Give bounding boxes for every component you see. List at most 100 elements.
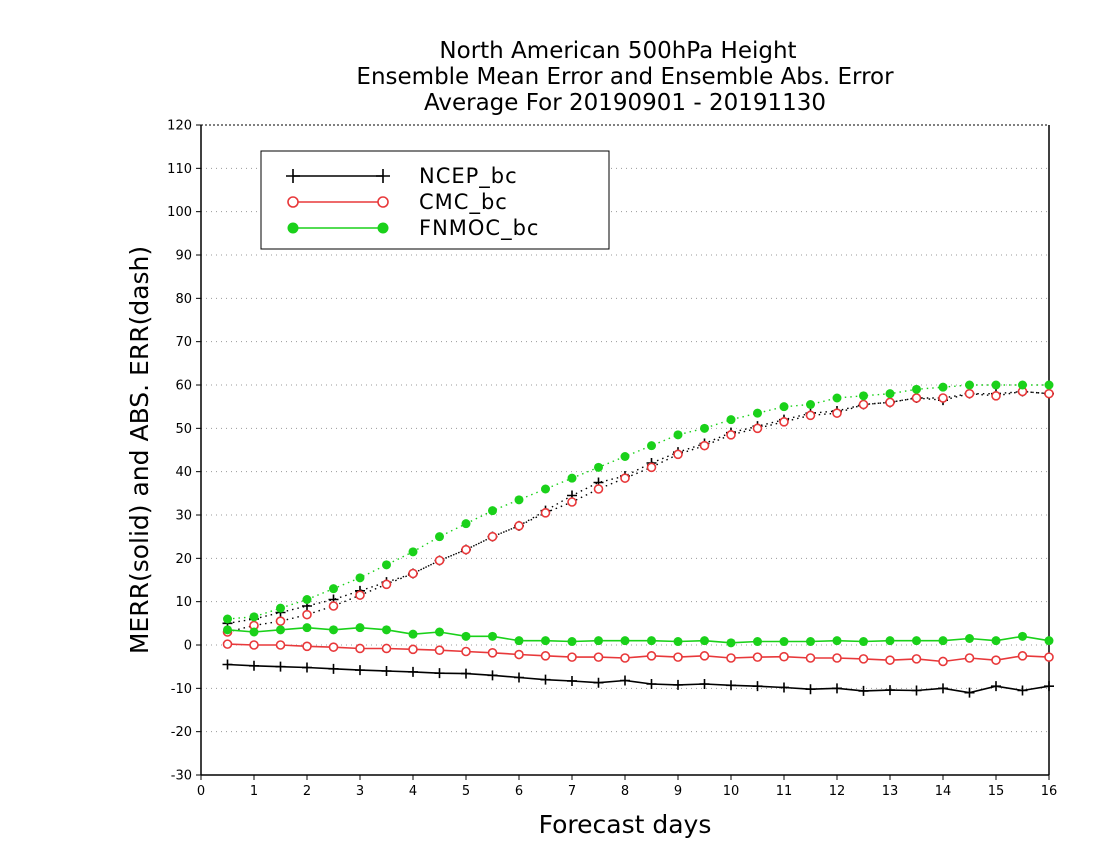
point-abs-error <box>726 415 736 425</box>
point-mean-error <box>1018 631 1027 641</box>
point-abs-error <box>567 473 577 483</box>
legend-marker <box>286 169 300 183</box>
y-tick-label: 110 <box>167 162 192 177</box>
x-tick-label: 5 <box>462 784 470 799</box>
point-mean-error <box>859 637 868 647</box>
y-tick-label: 50 <box>175 422 192 437</box>
point-mean-error <box>1044 636 1054 646</box>
point-mean-error <box>779 682 789 693</box>
point-mean-error <box>249 640 259 650</box>
point-mean-error <box>858 654 869 664</box>
point-mean-error <box>912 636 921 646</box>
point-abs-error <box>540 508 551 518</box>
point-abs-error <box>381 579 392 590</box>
point-mean-error <box>991 636 1001 646</box>
point-mean-error <box>540 651 551 661</box>
point-abs-error <box>434 555 445 566</box>
legend-label: FNMOC_bc <box>419 216 539 241</box>
point-mean-error <box>434 668 445 679</box>
point-mean-error <box>302 623 312 633</box>
x-tick-label: 4 <box>409 784 417 799</box>
point-mean-error <box>302 662 312 673</box>
point-mean-error <box>249 660 259 671</box>
point-abs-error <box>885 397 895 408</box>
point-abs-error <box>885 389 895 399</box>
point-abs-error <box>938 393 948 403</box>
point-abs-error <box>223 614 232 624</box>
series-line-abs-error <box>227 390 1050 633</box>
series-layer <box>222 380 1054 698</box>
legend-label: CMC_bc <box>419 190 508 215</box>
point-mean-error <box>752 681 763 692</box>
point-mean-error <box>699 679 710 689</box>
point-mean-error <box>938 636 948 646</box>
point-abs-error <box>620 452 630 461</box>
point-abs-error <box>752 423 763 434</box>
point-mean-error <box>832 683 842 694</box>
point-mean-error <box>726 638 736 648</box>
point-abs-error <box>461 519 471 529</box>
point-abs-error <box>1044 380 1054 390</box>
x-tick-label: 6 <box>515 784 523 799</box>
point-abs-error <box>753 408 762 418</box>
x-tick-label: 8 <box>621 784 629 799</box>
series-line-abs-error <box>227 390 1050 624</box>
point-abs-error <box>488 506 497 516</box>
legend-item-fnmoc-bc: FNMOC_bc <box>287 216 539 241</box>
point-mean-error <box>779 651 789 662</box>
point-mean-error <box>435 627 444 637</box>
legend-box <box>260 150 610 250</box>
x-tick-label: 9 <box>674 784 682 799</box>
point-abs-error <box>912 384 921 394</box>
point-mean-error <box>673 637 683 647</box>
x-axis-label: Forecast days <box>539 810 712 839</box>
x-tick-label: 10 <box>723 784 740 799</box>
point-abs-error <box>593 484 604 494</box>
point-mean-error <box>699 651 710 661</box>
legend-item-cmc-bc: CMC_bc <box>287 190 508 215</box>
point-mean-error <box>1017 651 1028 661</box>
point-mean-error <box>938 683 948 694</box>
point-mean-error <box>1044 652 1054 662</box>
point-mean-error <box>329 625 338 635</box>
point-mean-error <box>991 655 1001 665</box>
point-mean-error <box>885 685 895 696</box>
point-abs-error <box>567 497 577 507</box>
chart-title-line-2: Ensemble Mean Error and Ensemble Abs. Er… <box>356 64 894 90</box>
point-mean-error <box>461 646 471 657</box>
x-tick-label: 3 <box>356 784 364 799</box>
chart-title-line-1: North American 500hPa Height <box>439 38 796 64</box>
y-tick-label: 90 <box>175 249 192 264</box>
point-abs-error <box>699 440 710 451</box>
point-mean-error <box>275 640 286 650</box>
point-mean-error <box>514 672 524 683</box>
point-mean-error <box>461 631 471 641</box>
point-mean-error <box>647 636 656 646</box>
y-tick-label: 30 <box>175 509 192 524</box>
point-abs-error <box>249 612 259 622</box>
point-abs-error <box>673 449 683 460</box>
point-abs-error <box>700 423 709 433</box>
x-axis: 0 1 2 3 4 5 6 7 8 9 10 11 12 13 14 15 16 <box>197 775 1057 799</box>
y-axis: -30 -20 -10 0 10 20 30 40 50 60 70 80 90 100 110 120 <box>167 119 201 784</box>
point-mean-error <box>593 677 604 688</box>
y-tick-label: 0 <box>184 639 192 654</box>
point-abs-error <box>302 595 312 604</box>
point-mean-error <box>355 623 365 633</box>
point-mean-error <box>567 675 577 686</box>
point-mean-error <box>594 636 603 646</box>
point-mean-error <box>487 670 498 681</box>
chart-title-line-3: Average For 20190901 - 20191130 <box>424 90 826 116</box>
series-line-mean-error <box>227 663 1050 694</box>
point-mean-error <box>620 653 630 663</box>
point-abs-error <box>355 573 365 583</box>
point-mean-error <box>487 647 498 658</box>
point-mean-error <box>593 652 604 662</box>
point-abs-error <box>514 521 524 531</box>
point-abs-error <box>276 603 285 613</box>
point-abs-error <box>991 391 1001 401</box>
point-abs-error <box>1018 380 1027 390</box>
x-tick-label: 14 <box>935 784 952 799</box>
point-mean-error <box>355 643 365 654</box>
